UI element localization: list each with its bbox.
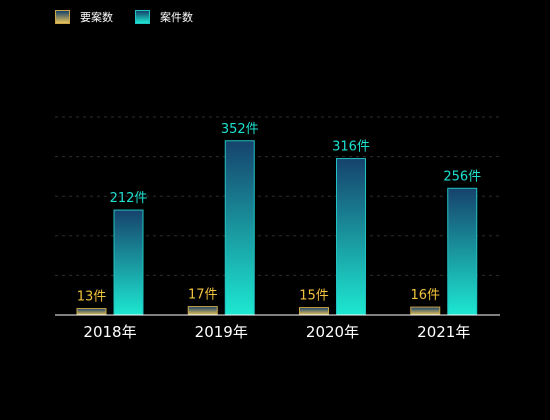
bar-cases-0 bbox=[113, 209, 144, 316]
data-label-major-cases-1: 17件 bbox=[188, 288, 218, 303]
data-label-major-cases-3: 16件 bbox=[410, 288, 440, 303]
data-label-cases-1: 352件 bbox=[221, 122, 259, 137]
x-tick-label-1: 2019年 bbox=[195, 323, 248, 341]
data-label-cases-0: 212件 bbox=[110, 191, 148, 206]
chart-legend: 要案数 案件数 bbox=[55, 9, 215, 25]
legend-label-major-cases: 要案数 bbox=[80, 11, 113, 24]
bar-major-cases-0 bbox=[76, 308, 107, 316]
legend-swatch-major-cases bbox=[55, 10, 70, 24]
bar-cases-2 bbox=[336, 158, 366, 316]
bar-major-cases-2 bbox=[299, 307, 329, 316]
x-tick-label-3: 2021年 bbox=[417, 323, 470, 341]
data-label-major-cases-0: 13件 bbox=[77, 290, 107, 305]
legend-label-cases: 案件数 bbox=[160, 11, 193, 24]
bar-cases-1 bbox=[224, 140, 255, 316]
data-label-major-cases-2: 15件 bbox=[299, 289, 329, 304]
legend-item-cases[interactable]: 案件数 bbox=[135, 9, 193, 25]
data-label-cases-2: 316件 bbox=[332, 140, 370, 155]
legend-swatch-cases bbox=[135, 10, 150, 24]
legend-item-major-cases[interactable]: 要案数 bbox=[55, 9, 113, 25]
x-tick-label-0: 2018年 bbox=[83, 323, 136, 341]
bar-cases-3 bbox=[447, 187, 478, 316]
data-label-cases-3: 256件 bbox=[443, 169, 481, 184]
bar-major-cases-1 bbox=[187, 306, 218, 316]
bar-major-cases-3 bbox=[410, 306, 441, 316]
x-tick-label-2: 2020年 bbox=[306, 323, 359, 341]
